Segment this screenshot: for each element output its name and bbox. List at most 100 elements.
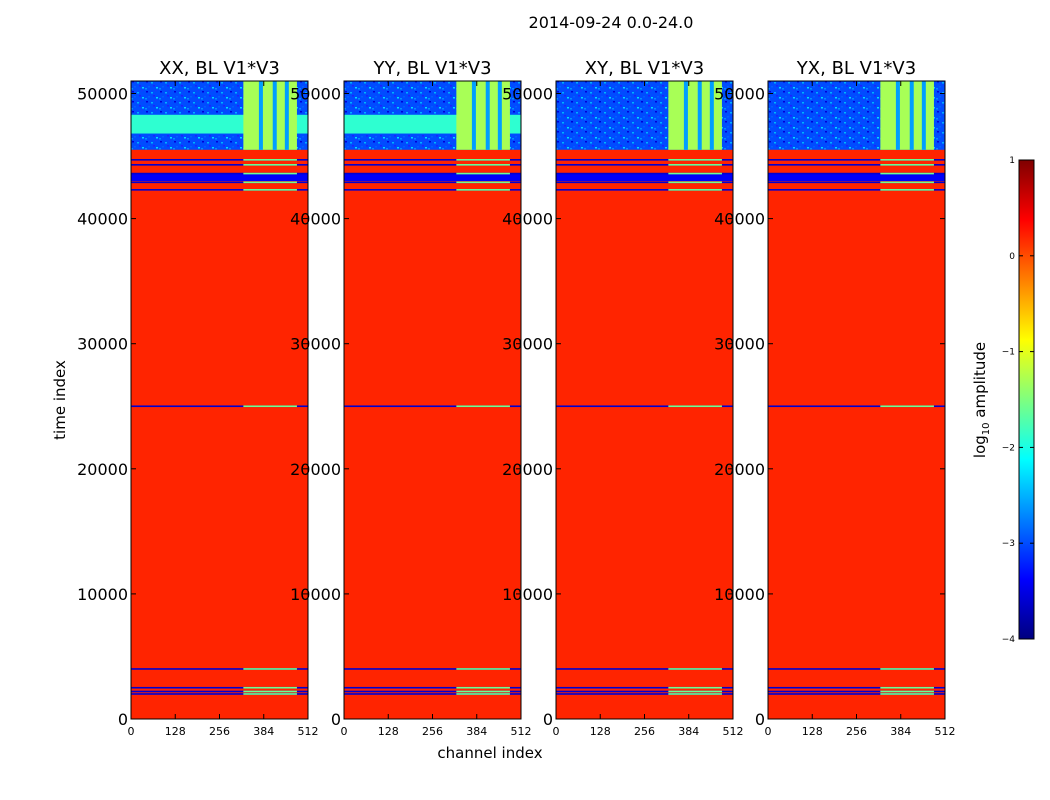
heatmap-flag-line-bright: [243, 405, 297, 408]
heatmap-bright-channels: [243, 81, 297, 150]
heatmap-channel-gap: [497, 81, 502, 150]
heatmap-flag-line-bright: [243, 690, 297, 693]
heatmap-flag-line: [556, 164, 733, 166]
heatmap-channel-gap: [895, 81, 900, 150]
colorbar-gradient: [1018, 159, 1035, 640]
heatmap-dark-band: [131, 173, 308, 182]
heatmap-channel-gap: [683, 81, 688, 150]
y-tick-label: 40000: [290, 210, 341, 229]
x-tick-label: 128: [590, 725, 611, 738]
heatmap-flag-line-bright: [668, 693, 722, 695]
heatmap-flag-line: [344, 159, 521, 161]
heatmap-flag-line: [768, 172, 945, 175]
y-tick-label: 50000: [714, 85, 765, 104]
y-tick-label: 40000: [502, 210, 553, 229]
heatmap-flag-line-bright: [456, 690, 510, 693]
heatmap-flag-line-bright: [880, 172, 934, 175]
heatmap-flag-line-bright: [668, 668, 722, 670]
heatmap-flag-line-bright: [243, 686, 297, 689]
heatmap-flag-line: [344, 693, 521, 695]
y-tick-label: 50000: [77, 85, 128, 104]
colorbar-tick-label: 1: [1009, 156, 1015, 166]
y-tick-label: 20000: [502, 460, 553, 479]
heatmap-flag-line-bright: [456, 693, 510, 695]
heatmap-flag-line: [131, 690, 308, 693]
heatmap-dark-band: [768, 173, 945, 182]
colorbar-label: log10 amplitude: [971, 342, 992, 458]
heatmap-flag-line-bright: [456, 172, 510, 175]
heatmap-channel-gap: [485, 81, 490, 150]
heatmap-flag-line-bright: [243, 668, 297, 670]
heatmap-flag-line-bright: [668, 189, 722, 191]
x-axis-label: channel index: [437, 744, 542, 762]
heatmap-flag-line-bright: [880, 181, 934, 184]
heatmap-flag-line-bright: [880, 686, 934, 689]
y-tick-label: 10000: [502, 585, 553, 604]
heatmap-flag-line: [768, 189, 945, 191]
heatmap-channel-gap: [909, 81, 914, 150]
colorbar-tick-label: 0: [1009, 252, 1015, 262]
heatmap-flag-line: [556, 181, 733, 184]
x-tick-label: 256: [846, 725, 867, 738]
heatmap-flag-line: [768, 181, 945, 184]
heatmap-flag-line: [556, 686, 733, 689]
y-tick-label: 0: [543, 710, 553, 729]
panel-title: XX, BL V1*V3: [159, 58, 280, 79]
heatmap-flag-line: [344, 189, 521, 191]
x-tick-label: 384: [253, 725, 274, 738]
heatmap-flag-line-bright: [880, 405, 934, 408]
heatmap-flag-line: [768, 668, 945, 670]
heatmap-flag-line: [556, 668, 733, 670]
y-tick-label: 0: [755, 710, 765, 729]
heatmap-flag-line: [344, 686, 521, 689]
heatmap-flag-line: [131, 181, 308, 184]
y-tick-label: 30000: [290, 335, 341, 354]
colorbar-tick-label: −2: [1002, 443, 1015, 453]
x-tick-label: 128: [165, 725, 186, 738]
y-tick-label: 30000: [714, 335, 765, 354]
x-tick-label: 512: [935, 725, 956, 738]
heatmap-flag-line-bright: [668, 164, 722, 166]
x-tick-label: 0: [128, 725, 135, 738]
heatmap-flag-line: [344, 172, 521, 175]
heatmap-flag-line: [768, 405, 945, 408]
y-tick-label: 10000: [77, 585, 128, 604]
heatmap-flag-line-bright: [243, 164, 297, 166]
heatmap-flag-line: [344, 405, 521, 408]
colorbar-tick-label: −4: [1002, 635, 1016, 645]
panel-title: YY, BL V1*V3: [372, 58, 491, 79]
x-tick-label: 384: [890, 725, 911, 738]
heatmap-flag-line-bright: [668, 405, 722, 408]
heatmap-flag-line: [556, 159, 733, 161]
heatmap-flag-line: [131, 693, 308, 695]
heatmap-flag-line: [768, 693, 945, 695]
heatmap-flag-line: [344, 164, 521, 166]
heatmap-background: [556, 81, 733, 719]
y-tick-label: 40000: [714, 210, 765, 229]
heatmap-flag-line-bright: [880, 189, 934, 191]
heatmap-flag-line-bright: [668, 690, 722, 693]
heatmap-channel-gap: [284, 81, 289, 150]
heatmap-channel-gap: [921, 81, 926, 150]
x-tick-label: 384: [466, 725, 487, 738]
y-tick-label: 0: [118, 710, 128, 729]
heatmap-flag-line: [556, 172, 733, 175]
y-tick-label: 30000: [77, 335, 128, 354]
heatmap-flag-line-bright: [456, 159, 510, 161]
y-tick-label: 50000: [290, 85, 341, 104]
heatmap-flag-line: [131, 164, 308, 166]
heatmap-flag-line: [344, 690, 521, 693]
x-tick-label: 0: [553, 725, 560, 738]
heatmap-flag-line-bright: [456, 668, 510, 670]
heatmap-dark-band: [556, 173, 733, 182]
heatmap-flag-line-bright: [880, 693, 934, 695]
heatmap-bright-channels: [880, 81, 934, 150]
x-tick-label: 256: [209, 725, 230, 738]
heatmap-channel-gap: [709, 81, 714, 150]
heatmap-flag-line-bright: [456, 181, 510, 184]
x-tick-label: 512: [723, 725, 744, 738]
heatmap-flag-line: [344, 181, 521, 184]
panel-title: YX, BL V1*V3: [796, 58, 916, 79]
heatmap-flag-line: [556, 690, 733, 693]
